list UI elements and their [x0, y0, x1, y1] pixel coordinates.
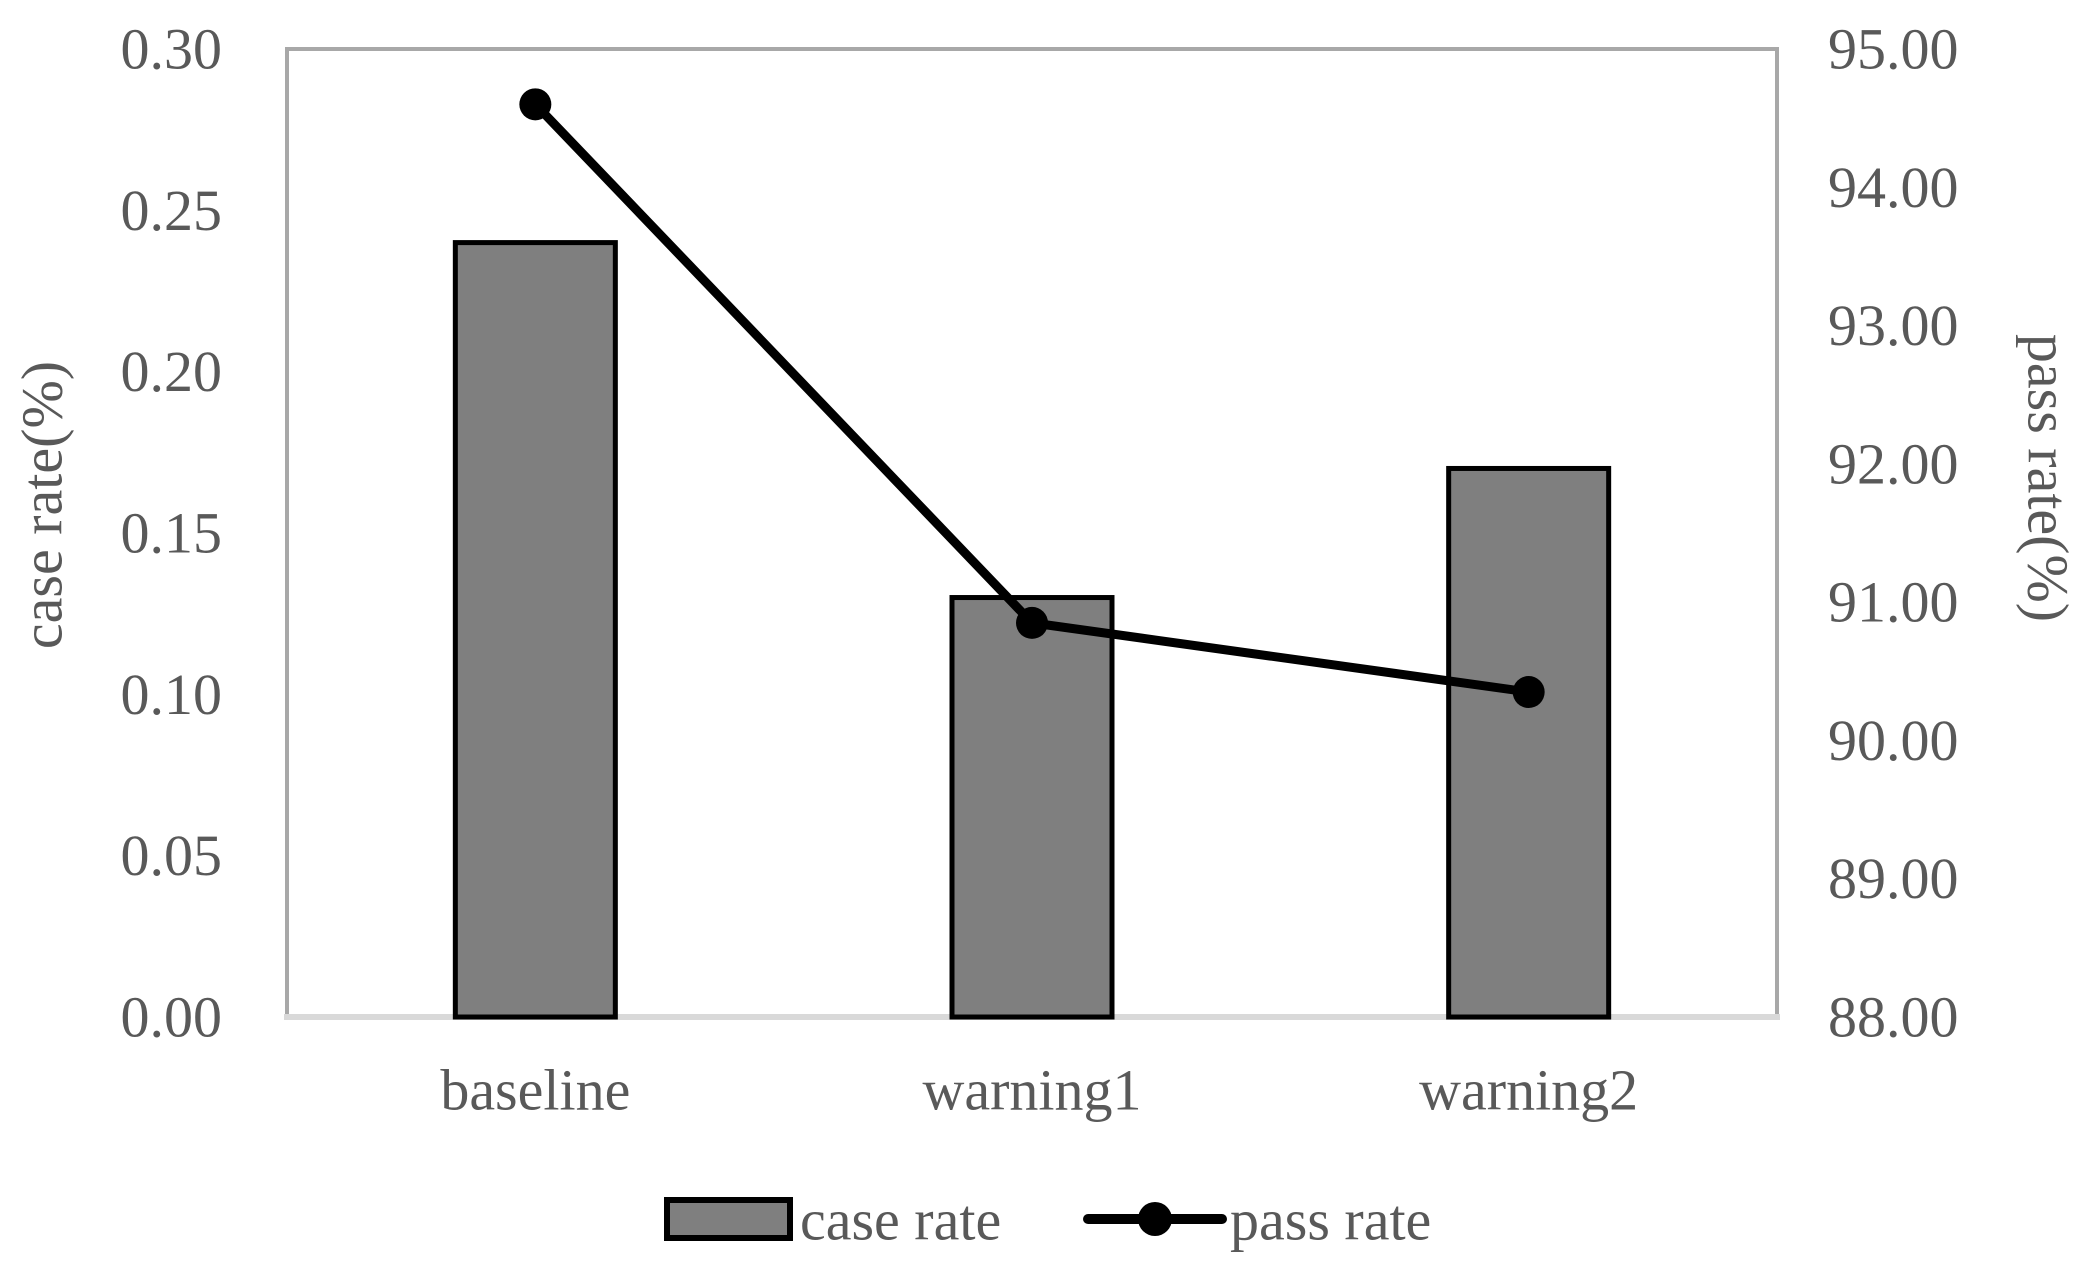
right-axis-tick: 90.00: [1828, 708, 1959, 773]
x-label-warning2: warning2: [1419, 1058, 1638, 1123]
right-axis-tick: 95.00: [1828, 17, 1959, 82]
x-label-warning1: warning1: [922, 1058, 1141, 1123]
right-axis-tick: 88.00: [1828, 985, 1959, 1050]
legend-line-marker-icon: [1138, 1202, 1172, 1236]
left-axis-tick: 0.00: [121, 985, 223, 1050]
right-axis-tick: 92.00: [1828, 431, 1959, 496]
right-axis-tick: 91.00: [1828, 570, 1959, 635]
right-axis-title: pass rate(%): [2016, 334, 2081, 622]
marker-warning2: [1512, 676, 1545, 709]
legend-label-case-rate: case rate: [800, 1188, 1001, 1253]
left-axis-tick: 0.25: [121, 178, 223, 243]
marker-warning1: [1016, 606, 1048, 639]
left-axis-tick: 0.30: [121, 17, 223, 82]
left-axis-tick: 0.20: [121, 339, 223, 404]
right-axis-tick: 89.00: [1828, 846, 1959, 911]
x-label-baseline: baseline: [440, 1058, 630, 1123]
x-axis-category-labels: baseline warning1 warning2: [440, 1058, 1638, 1123]
marker-baseline: [519, 88, 552, 121]
right-axis-tick: 94.00: [1828, 155, 1959, 220]
right-axis-tick: 93.00: [1828, 293, 1959, 358]
right-axis-tick-labels: 95.00 94.00 93.00 92.00 91.00 90.00 89.00 88.00: [1828, 17, 1959, 1050]
legend-label-pass-rate: pass rate: [1230, 1188, 1431, 1253]
bar-warning1: [949, 595, 1115, 1020]
bar-baseline: [452, 240, 618, 1020]
left-axis-tick: 0.15: [121, 501, 223, 566]
bar-warning2: [1446, 465, 1612, 1020]
bar-series-case-rate: [452, 240, 1612, 1020]
left-axis-title: case rate(%): [10, 361, 75, 649]
left-axis-tick: 0.05: [121, 823, 223, 888]
legend-bar-swatch-icon: [664, 1197, 793, 1241]
left-axis-tick: 0.10: [121, 662, 223, 727]
line-series-pass-rate: [519, 88, 1545, 709]
left-axis-tick-labels: 0.30 0.25 0.20 0.15 0.10 0.05 0.00: [121, 17, 223, 1050]
legend: case rate pass rate: [664, 1188, 1431, 1253]
